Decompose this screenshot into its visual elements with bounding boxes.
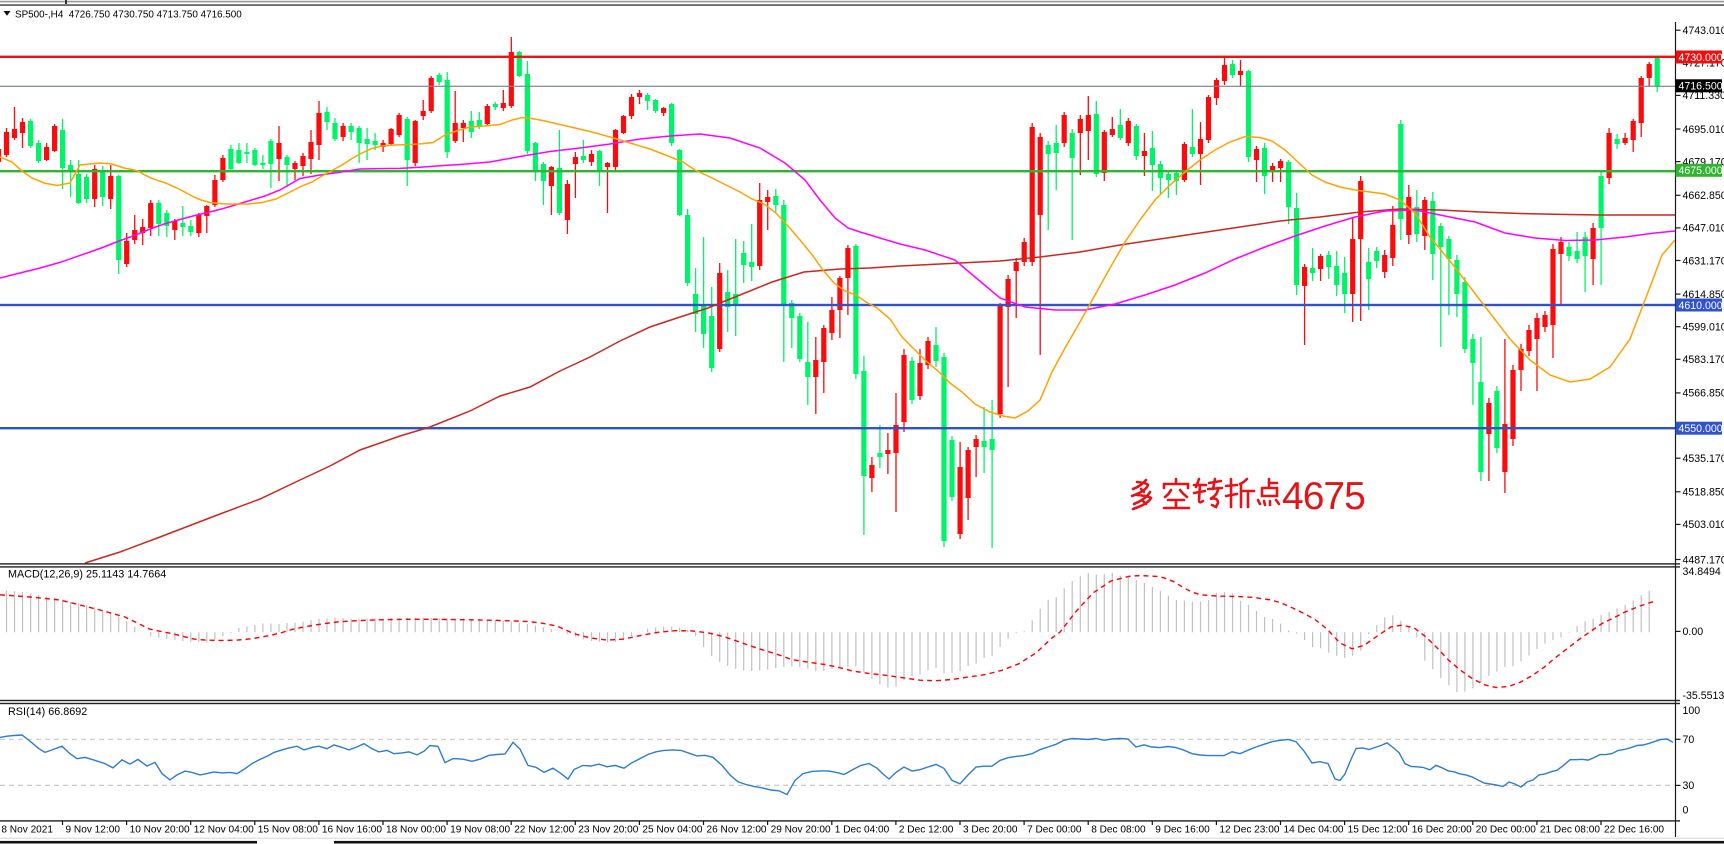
svg-text:1 Dec 04:00: 1 Dec 04:00	[835, 824, 890, 835]
svg-text:23 Nov 20:00: 23 Nov 20:00	[578, 824, 638, 835]
svg-text:9 Dec 16:00: 9 Dec 16:00	[1155, 824, 1210, 835]
svg-text:-35.5513: -35.5513	[1683, 690, 1724, 702]
svg-text:26 Nov 12:00: 26 Nov 12:00	[707, 824, 767, 835]
svg-text:8 Nov 2021: 8 Nov 2021	[1, 824, 53, 835]
svg-text:4518.850: 4518.850	[1683, 487, 1724, 499]
svg-text:MACD(12,26,9) 25.1143 14.7664: MACD(12,26,9) 25.1143 14.7664	[8, 569, 166, 581]
svg-text:7 Dec 00:00: 7 Dec 00:00	[1027, 824, 1082, 835]
svg-text:4535.170: 4535.170	[1683, 453, 1724, 465]
svg-text:4614.850: 4614.850	[1683, 289, 1724, 301]
svg-text:22 Nov 12:00: 22 Nov 12:00	[514, 824, 574, 835]
svg-text:2 Dec 12:00: 2 Dec 12:00	[899, 824, 954, 835]
svg-text:14 Dec 04:00: 14 Dec 04:00	[1284, 824, 1344, 835]
svg-text:100: 100	[1683, 705, 1701, 717]
svg-text:4662.850: 4662.850	[1683, 190, 1724, 202]
svg-text:8 Dec 08:00: 8 Dec 08:00	[1091, 824, 1146, 835]
svg-text:4503.010: 4503.010	[1683, 519, 1724, 531]
svg-text:4716.500: 4716.500	[1679, 81, 1723, 93]
svg-text:0: 0	[1683, 805, 1689, 817]
svg-text:30: 30	[1683, 780, 1695, 792]
svg-text:15 Nov 08:00: 15 Nov 08:00	[258, 824, 318, 835]
svg-text:0.00: 0.00	[1683, 626, 1704, 638]
svg-text:10 Nov 20:00: 10 Nov 20:00	[130, 824, 190, 835]
svg-text:4675.000: 4675.000	[1679, 165, 1723, 177]
svg-text:4743.010: 4743.010	[1683, 25, 1724, 37]
svg-text:16 Dec 20:00: 16 Dec 20:00	[1412, 824, 1472, 835]
svg-text:3 Dec 20:00: 3 Dec 20:00	[963, 824, 1018, 835]
svg-text:15 Dec 12:00: 15 Dec 12:00	[1348, 824, 1408, 835]
svg-text:34.8494: 34.8494	[1683, 566, 1721, 578]
svg-text:4599.010: 4599.010	[1683, 322, 1724, 334]
svg-text:4695.010: 4695.010	[1683, 124, 1724, 136]
svg-text:9 Nov 12:00: 9 Nov 12:00	[66, 824, 121, 835]
svg-text:70: 70	[1683, 734, 1695, 746]
svg-text:12 Dec 23:00: 12 Dec 23:00	[1219, 824, 1279, 835]
svg-text:4610.000: 4610.000	[1679, 300, 1723, 312]
svg-text:20 Dec 00:00: 20 Dec 00:00	[1476, 824, 1536, 835]
svg-text:4487.170: 4487.170	[1683, 554, 1724, 566]
svg-text:SP500-,H4 4726.750 4730.750 4: SP500-,H4 4726.750 4730.750 4713.750 471…	[15, 10, 242, 21]
svg-text:4566.850: 4566.850	[1683, 388, 1724, 400]
svg-text:21 Dec 08:00: 21 Dec 08:00	[1540, 824, 1600, 835]
svg-text:4711.330: 4711.330	[1683, 90, 1724, 102]
svg-text:19 Nov 08:00: 19 Nov 08:00	[450, 824, 510, 835]
svg-text:4631.170: 4631.170	[1683, 255, 1724, 267]
svg-text:29 Nov 20:00: 29 Nov 20:00	[771, 824, 831, 835]
svg-text:RSI(14) 66.8692: RSI(14) 66.8692	[8, 706, 87, 718]
svg-text:4675: 4675	[1282, 475, 1365, 518]
svg-text:4583.170: 4583.170	[1683, 354, 1724, 366]
svg-text:18 Nov 00:00: 18 Nov 00:00	[386, 824, 446, 835]
svg-text:16 Nov 16:00: 16 Nov 16:00	[322, 824, 382, 835]
svg-text:25 Nov 04:00: 25 Nov 04:00	[642, 824, 702, 835]
svg-text:4647.010: 4647.010	[1683, 223, 1724, 235]
svg-text:12 Nov 04:00: 12 Nov 04:00	[194, 824, 254, 835]
svg-text:22 Dec 16:00: 22 Dec 16:00	[1604, 824, 1664, 835]
svg-text:4730.000: 4730.000	[1679, 52, 1723, 64]
svg-text:4550.000: 4550.000	[1679, 423, 1723, 435]
